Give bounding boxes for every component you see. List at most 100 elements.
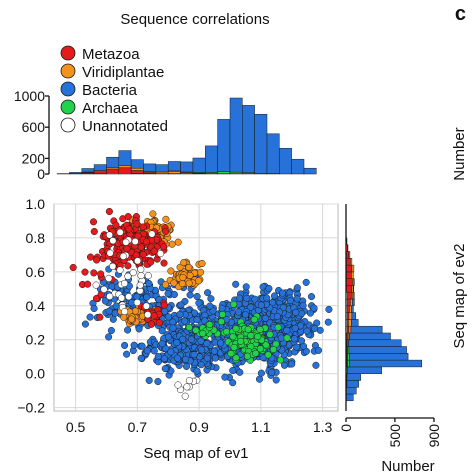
data-point-bacteria: [286, 297, 294, 305]
y-tick-label: 1.0: [26, 196, 46, 212]
legend-label-unannotated: Unannotated: [82, 118, 168, 135]
data-point-unannotated: [156, 250, 165, 258]
y-tick-label: 0.6: [26, 264, 46, 280]
side-histogram-bar-bacteria: [349, 359, 423, 368]
data-point-viridiplantae: [180, 259, 188, 267]
data-point-bacteria: [90, 304, 98, 313]
data-point-unannotated: [100, 285, 108, 293]
data-point-archaea: [222, 328, 231, 336]
data-point-archaea: [244, 325, 252, 333]
panel-label: c: [455, 3, 466, 25]
legend-marker-unannotated: [60, 117, 76, 133]
data-point-bacteria: [173, 354, 182, 362]
top-histogram-bar-viridiplantae: [130, 167, 144, 171]
data-point-bacteria: [229, 379, 237, 387]
data-point-unannotated: [181, 392, 189, 400]
top-histogram-bar-bacteria: [229, 97, 243, 173]
data-point-bacteria: [273, 312, 281, 320]
side-histogram-bar-viridiplantae: [351, 271, 354, 279]
data-point-viridiplantae: [197, 268, 205, 276]
data-point-bacteria: [280, 361, 289, 369]
data-point-archaea: [256, 325, 264, 334]
data-point-bacteria: [164, 290, 172, 298]
data-point-bacteria: [251, 295, 259, 303]
data-point-metazoa: [123, 245, 131, 253]
series-archaea: [185, 300, 291, 364]
top-histogram-tick-label: 1000: [14, 88, 45, 104]
data-point-bacteria: [203, 339, 211, 347]
x-axis-label: Seq map of ev1: [143, 445, 248, 462]
data-point-bacteria: [207, 295, 215, 303]
data-point-bacteria: [306, 309, 314, 317]
side-histogram-bar-bacteria: [346, 386, 357, 395]
y-tick-label: −0.2: [17, 400, 45, 416]
data-point-bacteria: [195, 299, 203, 307]
top-histogram-bar-bacteria: [143, 163, 157, 172]
data-point-unannotated: [92, 281, 100, 289]
data-point-bacteria: [162, 344, 170, 353]
data-point-unannotated: [121, 307, 129, 316]
data-point-bacteria: [293, 295, 301, 303]
data-point-bacteria: [181, 317, 189, 325]
side-histogram-bar-bacteria: [346, 380, 359, 388]
data-point-viridiplantae: [168, 240, 176, 248]
data-point-metazoa: [96, 313, 104, 321]
data-point-bacteria: [270, 292, 279, 300]
data-point-bacteria: [234, 308, 242, 316]
data-point-archaea: [230, 300, 238, 308]
data-point-metazoa: [156, 319, 164, 327]
data-point-bacteria: [243, 294, 251, 302]
data-point-unannotated: [124, 272, 132, 280]
data-point-metazoa: [160, 259, 168, 267]
data-point-viridiplantae: [162, 215, 170, 223]
data-point-bacteria: [182, 362, 191, 370]
data-point-bacteria: [121, 341, 129, 349]
data-point-bacteria: [81, 320, 89, 328]
data-point-bacteria: [130, 341, 138, 349]
data-point-viridiplantae: [185, 263, 193, 271]
data-point-unannotated: [120, 279, 129, 287]
data-point-archaea: [254, 333, 262, 341]
data-point-bacteria: [105, 307, 113, 315]
data-point-viridiplantae: [178, 280, 186, 288]
data-point-metazoa: [150, 247, 158, 255]
data-point-bacteria: [293, 284, 301, 292]
data-point-metazoa: [81, 268, 89, 276]
data-point-archaea: [230, 343, 238, 351]
data-point-metazoa: [93, 256, 101, 264]
data-point-unannotated: [129, 269, 137, 277]
data-point-unannotated: [134, 257, 142, 265]
data-point-bacteria: [265, 284, 273, 293]
data-point-archaea: [232, 354, 240, 362]
data-point-unannotated: [142, 302, 150, 310]
data-point-bacteria: [154, 377, 162, 386]
data-point-bacteria: [135, 325, 143, 333]
data-point-bacteria: [101, 297, 109, 305]
data-point-metazoa: [86, 253, 95, 261]
top-histogram-bar-metazoa: [93, 171, 107, 174]
data-point-bacteria: [155, 296, 163, 304]
data-point-metazoa: [90, 227, 98, 236]
top-histogram-bar-metazoa: [118, 167, 132, 174]
top-histogram-bar-metazoa: [106, 168, 120, 174]
data-point-bacteria: [298, 310, 306, 318]
legend-label-metazoa: Metazoa: [82, 46, 140, 63]
data-point-bacteria: [297, 337, 306, 345]
data-point-archaea: [247, 332, 255, 340]
x-tick-label: 1.3: [313, 419, 333, 435]
data-point-bacteria: [204, 289, 212, 297]
data-point-metazoa: [147, 320, 155, 328]
data-point-metazoa: [112, 221, 120, 229]
data-point-archaea: [206, 321, 214, 329]
top-histogram-bar-bacteria: [279, 148, 292, 175]
data-point-unannotated: [119, 252, 127, 260]
chart-title: Sequence correlations: [120, 11, 269, 28]
data-point-metazoa: [133, 220, 141, 228]
data-point-bacteria: [170, 290, 178, 299]
data-point-bacteria: [218, 304, 226, 312]
top-histogram-bar-bacteria: [118, 150, 132, 166]
data-point-metazoa: [150, 312, 158, 320]
side-histogram-bar-viridiplantae: [349, 305, 352, 313]
side-histogram-bar-bacteria: [351, 312, 357, 320]
side-histogram-bar-bacteria: [349, 332, 391, 341]
